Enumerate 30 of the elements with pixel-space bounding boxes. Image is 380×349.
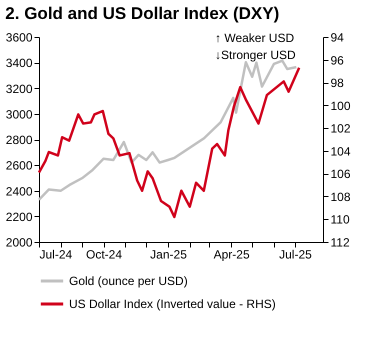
y2-tick-label: 104 (330, 144, 351, 158)
y-tick-label: 3600 (6, 30, 33, 44)
legend-label: US Dollar Index (Inverted value - RHS) (69, 297, 276, 311)
y-tick-label: 2200 (6, 210, 33, 224)
y2-tick-label: 100 (330, 98, 351, 113)
y-tick-label: 2400 (6, 184, 33, 198)
y-tick-label: 2600 (6, 158, 33, 173)
y2-tick-label: 108 (330, 190, 351, 204)
y-tick-label: 2800 (6, 133, 33, 147)
legend-label: Gold (ounce per USD) (69, 274, 188, 288)
chart-title: 2. Gold and US Dollar Index (DXY) (5, 4, 280, 23)
x-tick-label: Apr-25 (214, 248, 250, 262)
y-tick-label: 3400 (6, 56, 33, 70)
y-tick-label: 3000 (6, 107, 33, 122)
y2-tick-label: 98 (330, 76, 344, 90)
annotation: ↑ Weaker USD (215, 31, 294, 45)
line-series (38, 66, 300, 218)
annotation: ↓Stronger USD (215, 48, 296, 62)
y2-tick-label: 112 (330, 236, 350, 250)
x-tick-label: Jan-25 (150, 248, 188, 262)
y2-tick-label: 102 (330, 122, 351, 136)
x-tick-label: Jul-24 (40, 248, 73, 262)
y-tick-label: 3200 (6, 82, 33, 96)
y2-tick-label: 110 (330, 212, 350, 227)
x-tick-label: Jul-25 (279, 248, 312, 262)
y2-tick-label: 106 (330, 167, 351, 182)
y2-tick-label: 94 (330, 30, 344, 44)
y-tick-label: 2000 (6, 236, 33, 250)
x-tick-label: Oct-24 (86, 248, 122, 262)
y2-tick-label: 96 (330, 53, 344, 68)
